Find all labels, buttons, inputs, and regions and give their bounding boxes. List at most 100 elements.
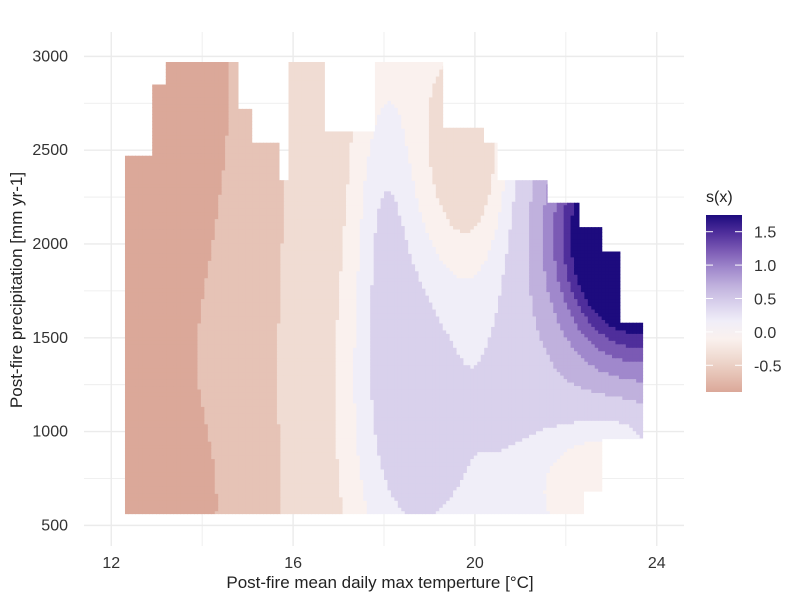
contour-cell [394, 402, 399, 407]
contour-cell [301, 475, 306, 480]
contour-cell [584, 507, 589, 512]
contour-cell [384, 454, 389, 460]
contour-cell [356, 430, 361, 435]
contour-cell [418, 507, 423, 512]
contour-cell [411, 468, 416, 473]
contour-cell [570, 413, 575, 418]
contour-cell [484, 409, 489, 414]
contour-cell [366, 489, 371, 494]
contour-cell [532, 437, 537, 442]
contour-cell [356, 413, 361, 418]
contour-cell [207, 475, 212, 480]
contour-cell [135, 482, 140, 487]
contour-cell [446, 479, 451, 484]
contour-cell [580, 402, 585, 407]
contour-cell [225, 416, 230, 421]
contour-cell [311, 444, 316, 449]
contour-cell [567, 399, 572, 404]
contour-cell [549, 437, 554, 442]
contour-cell [283, 496, 288, 501]
contour-cell [135, 454, 140, 460]
contour-cell [580, 406, 585, 411]
contour-cell [145, 427, 150, 432]
contour-cell [238, 406, 243, 411]
contour-cell [501, 482, 506, 487]
contour-cell [612, 507, 617, 512]
contour-cell [263, 441, 268, 446]
contour-cell [142, 475, 147, 480]
contour-cell [463, 503, 468, 508]
contour-cell [242, 486, 247, 491]
contour-cell [142, 507, 147, 512]
contour-cell [318, 461, 323, 467]
contour-cell [615, 454, 620, 460]
contour-cell [556, 465, 561, 470]
contour-cell [591, 430, 596, 435]
contour-cell [218, 402, 223, 407]
contour-cell [311, 420, 316, 425]
contour-cell [511, 399, 516, 404]
contour-cell [270, 402, 275, 407]
contour-cell [460, 454, 465, 460]
contour-cell [463, 454, 468, 460]
contour-cell [404, 489, 409, 494]
contour-cell [553, 409, 558, 414]
contour-cell [397, 486, 402, 491]
contour-cell [373, 402, 378, 407]
contour-cell [415, 479, 420, 484]
contour-cell [463, 461, 468, 467]
contour-cell [156, 423, 161, 428]
contour-cell [249, 496, 254, 501]
contour-cell [194, 437, 199, 442]
contour-cell [363, 472, 368, 477]
contour-cell [294, 475, 299, 480]
contour-cell [135, 496, 140, 501]
contour-cell [532, 434, 537, 439]
contour-cell [591, 454, 596, 460]
contour-cell [494, 496, 499, 501]
contour-cell [636, 441, 641, 446]
contour-cell [283, 461, 288, 467]
contour-cell [549, 510, 554, 515]
contour-cell [342, 489, 347, 494]
contour-cell [221, 399, 226, 404]
contour-cell [539, 493, 544, 498]
contour-cell [415, 402, 420, 407]
contour-cell [159, 451, 164, 456]
contour-cell [290, 461, 295, 467]
contour-cell [532, 479, 537, 484]
contour-cell [211, 441, 216, 446]
contour-cell [453, 503, 458, 508]
contour-cell [352, 413, 357, 418]
contour-cell [404, 493, 409, 498]
contour-cell [287, 507, 292, 512]
contour-cell [556, 472, 561, 477]
contour-cell [570, 482, 575, 487]
contour-cell [384, 437, 389, 442]
contour-cell [404, 451, 409, 456]
contour-cell [194, 458, 199, 463]
contour-cell [270, 420, 275, 425]
contour-cell [332, 500, 337, 505]
contour-cell [508, 409, 513, 414]
contour-cell [498, 461, 503, 467]
contour-cell [456, 500, 461, 505]
contour-cell [235, 503, 240, 508]
contour-cell [515, 503, 520, 508]
contour-cell [173, 458, 178, 463]
contour-cell [594, 402, 599, 407]
contour-cell [356, 420, 361, 425]
contour-cell [415, 461, 420, 467]
contour-cell [314, 437, 319, 442]
contour-cell [484, 458, 489, 463]
contour-cell [390, 434, 395, 439]
contour-cell [190, 479, 195, 484]
contour-cell [152, 434, 157, 439]
contour-cell [242, 500, 247, 505]
contour-cell [287, 406, 292, 411]
contour-cell [605, 444, 610, 449]
contour-cell [425, 479, 430, 484]
contour-cell [232, 451, 237, 456]
contour-cell [428, 437, 433, 442]
contour-cell [352, 489, 357, 494]
